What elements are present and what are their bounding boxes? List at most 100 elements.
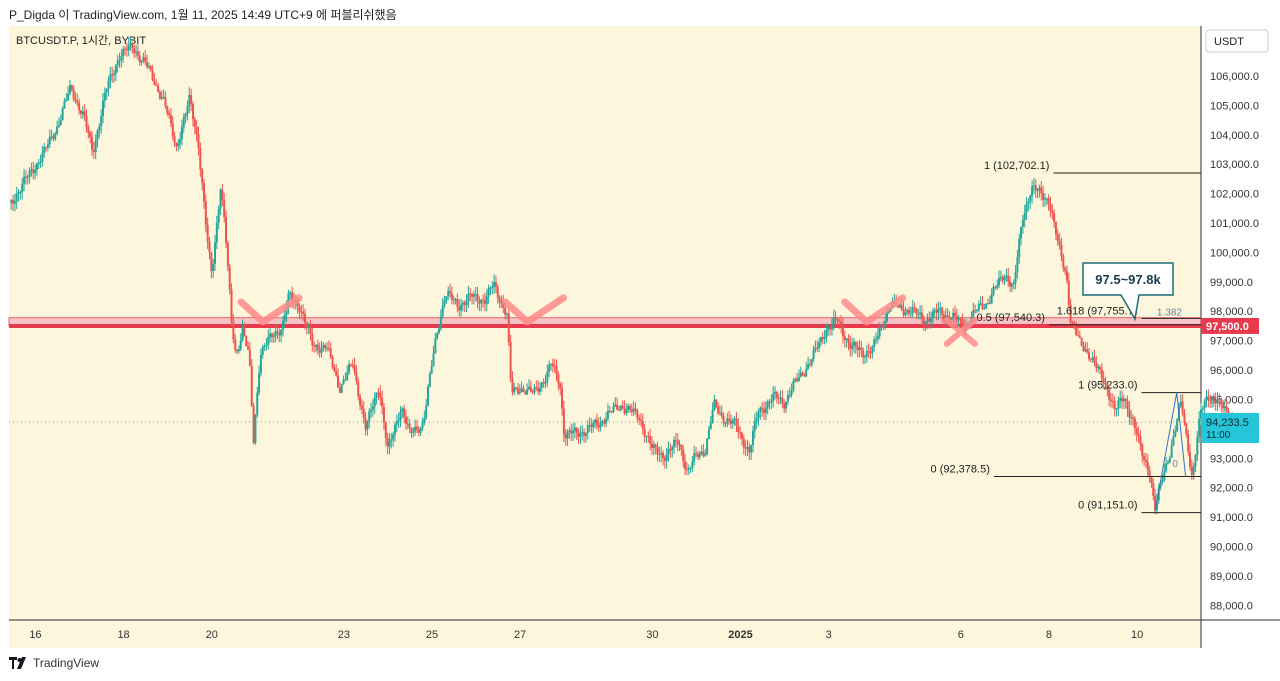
candle-body	[851, 345, 854, 349]
candle-body	[487, 287, 490, 297]
candle-body	[819, 337, 822, 343]
candle-body	[314, 344, 317, 347]
candle-body	[511, 378, 514, 393]
current-price-tag	[1201, 412, 1259, 443]
candle-body	[1181, 401, 1184, 414]
candle-body	[417, 429, 420, 433]
candle-body	[999, 276, 1002, 279]
candle-body	[957, 318, 960, 321]
candle-body	[977, 304, 980, 311]
candle-body	[278, 332, 281, 336]
candle-body	[493, 281, 496, 288]
candle-body	[614, 404, 617, 407]
y-tick-label: 96,000.0	[1210, 365, 1253, 377]
candle-body	[803, 375, 806, 377]
y-tick-label: 89,000.0	[1210, 571, 1253, 583]
candle-body	[814, 347, 817, 350]
candle-body	[553, 366, 556, 368]
candle-body	[228, 266, 231, 290]
candle-body	[1025, 203, 1028, 213]
x-tick-label: 23	[338, 629, 350, 641]
candle-body	[627, 406, 630, 411]
candle-body	[1093, 357, 1096, 363]
candle-body	[739, 432, 742, 434]
candle-body	[856, 346, 859, 351]
candle-body	[775, 391, 778, 398]
candle-body	[531, 391, 534, 393]
candle-body	[87, 127, 90, 133]
candle-body	[599, 422, 602, 428]
candle-body	[562, 408, 565, 435]
candle-body	[426, 386, 429, 406]
fib-level-label: 0 (92,378.5)	[931, 464, 990, 476]
candle-body	[832, 317, 835, 324]
candle-body	[191, 103, 194, 120]
tradingview-logo[interactable]: TradingView	[9, 656, 99, 670]
currency-box[interactable]	[1205, 29, 1269, 53]
candle-body	[706, 439, 709, 455]
candle-body	[1010, 283, 1013, 287]
candle-body	[610, 411, 613, 413]
candle-body	[974, 310, 977, 312]
candle-body	[731, 420, 734, 424]
candle-body	[57, 124, 60, 127]
candle-body	[67, 93, 70, 100]
candle-body	[639, 419, 642, 422]
candle-body	[777, 397, 780, 399]
candle-body	[722, 415, 725, 424]
candle-body	[1192, 466, 1195, 476]
candle-body	[269, 333, 272, 338]
candle-body	[1099, 366, 1102, 370]
candle-body	[1135, 428, 1138, 435]
candle-body	[1056, 234, 1059, 241]
candle-body	[460, 304, 463, 311]
x-tick-label: 20	[206, 629, 218, 641]
candle-body	[472, 294, 475, 297]
candle-body	[630, 409, 633, 413]
candle-body	[463, 302, 466, 306]
candle-body	[449, 291, 452, 294]
candle-body	[102, 100, 105, 116]
candle-body	[122, 48, 125, 57]
candle-body	[1029, 196, 1032, 202]
candle-body	[384, 422, 387, 439]
candle-body	[483, 300, 486, 304]
candle-body	[342, 379, 345, 385]
candle-body	[502, 302, 505, 308]
candle-body	[915, 307, 918, 314]
candle-body	[586, 425, 589, 433]
candle-body	[1084, 349, 1087, 351]
candle-body	[248, 349, 251, 366]
x-tick-label: 16	[29, 629, 41, 641]
candle-body	[830, 323, 833, 330]
candle-body	[748, 446, 751, 453]
candle-body	[243, 326, 246, 336]
candle-body	[1091, 357, 1094, 360]
candle-body	[404, 416, 407, 424]
candle-body	[428, 373, 431, 387]
currency-label[interactable]: USDT	[1214, 36, 1244, 48]
candle-body	[509, 341, 512, 379]
candle-body	[393, 424, 396, 435]
candle-body	[625, 410, 628, 414]
candle-body	[45, 147, 48, 149]
candle-body	[518, 391, 521, 394]
candle-body	[153, 80, 156, 86]
candle-body	[118, 60, 121, 62]
candle-body	[1036, 190, 1039, 192]
candle-body	[1001, 276, 1004, 281]
candle-body	[13, 201, 16, 204]
fib-ratio-label: 0	[1172, 459, 1178, 470]
candle-body	[987, 303, 990, 305]
candle-body	[300, 311, 303, 313]
candle-body	[1047, 198, 1050, 204]
candle-body	[311, 334, 314, 346]
candle-body	[1172, 436, 1175, 446]
candle-body	[900, 304, 903, 310]
candle-body	[735, 418, 738, 426]
candle-body	[397, 420, 400, 422]
candle-body	[368, 411, 371, 422]
candle-body	[1141, 444, 1144, 457]
candle-body	[50, 136, 53, 138]
